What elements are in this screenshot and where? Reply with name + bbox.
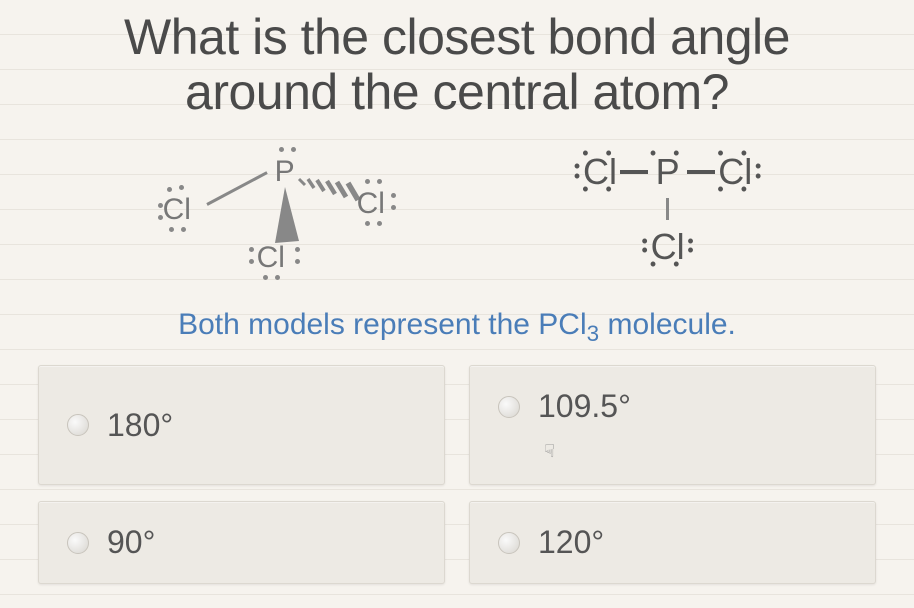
radio-icon <box>67 532 89 554</box>
bond-line <box>620 170 648 174</box>
radio-icon <box>67 414 89 436</box>
lonepair-dot <box>279 147 284 152</box>
answer-text-d: 120° <box>538 524 604 561</box>
lewis-top-row: •• • • Cl • • • • P • • • • Cl <box>572 148 763 195</box>
lonepair-dot <box>158 203 163 208</box>
atom-cl-front: Cl <box>257 241 285 275</box>
answer-option-b[interactable]: 109.5° ☟ <box>469 365 876 485</box>
lonepair-dot <box>295 247 300 252</box>
lonepair-dot <box>365 179 370 184</box>
answer-text-b: 109.5° <box>538 388 631 425</box>
answer-option-c[interactable]: 90° <box>38 501 445 584</box>
atom-cl-lewis-bottom: • • Cl • • <box>650 223 686 270</box>
bond-line <box>206 171 267 206</box>
lonepair-dot <box>291 147 296 152</box>
molecule-diagrams: P Cl Cl <box>30 130 884 300</box>
lonepair-dot <box>169 227 174 232</box>
lonepair-dot <box>249 247 254 252</box>
lonepair-dot <box>295 259 300 264</box>
lonepair-right: •• <box>755 162 761 182</box>
lonepair-left: •• <box>574 162 580 182</box>
lonepair-dot <box>377 221 382 226</box>
radio-icon <box>498 396 520 418</box>
lonepair-dot <box>179 185 184 190</box>
bond-line <box>666 198 669 220</box>
answer-text-c: 90° <box>107 524 155 561</box>
lewis-bottom-row: •• • • Cl • • •• <box>640 223 696 270</box>
answer-option-d[interactable]: 120° <box>469 501 876 584</box>
caption-suffix: molecule. <box>599 308 736 341</box>
pcl3-3d-model: P Cl Cl <box>151 135 411 295</box>
lonepair-dot <box>391 205 396 210</box>
lonepair-dot <box>365 221 370 226</box>
lonepair-right: •• <box>687 237 693 257</box>
worksheet-paper: What is the closest bond angle around th… <box>0 0 914 608</box>
diagram-caption: Both models represent the PCl3 molecule. <box>30 308 884 347</box>
lonepair-dot <box>158 215 163 220</box>
question-text: What is the closest bond angle around th… <box>30 10 884 120</box>
answer-text-a: 180° <box>107 407 173 444</box>
lonepair-dot <box>181 227 186 232</box>
caption-subscript: 3 <box>587 321 600 346</box>
lonepair-dot <box>377 179 382 184</box>
atom-p: P <box>275 155 295 189</box>
answer-option-a[interactable]: 180° <box>38 365 445 485</box>
answer-grid: 180° 109.5° ☟ 90° 120° <box>30 365 884 584</box>
bond-line <box>687 170 715 174</box>
lonepair-dot <box>275 275 280 280</box>
lonepair-left: •• <box>642 237 648 257</box>
atom-p-lewis: • • P • • <box>650 148 686 195</box>
radio-icon <box>498 532 520 554</box>
lonepair-dot <box>391 193 396 198</box>
lonepair-dot <box>167 187 172 192</box>
caption-prefix: Both models represent the PCl <box>178 308 587 341</box>
lonepair-dot <box>263 275 268 280</box>
question-line-1: What is the closest bond angle <box>124 9 790 65</box>
lonepair-dot <box>249 259 254 264</box>
atom-cl-back: Cl <box>357 187 385 221</box>
atom-cl-lewis-right: • • Cl • • <box>717 148 753 195</box>
pcl3-lewis-structure: •• • • Cl • • • • P • • • • Cl <box>572 148 763 270</box>
atom-cl-left: Cl <box>163 193 191 227</box>
cursor-hand-icon: ☟ <box>544 441 847 462</box>
atom-cl-lewis-left: • • Cl • • <box>582 148 618 195</box>
question-line-2: around the central atom? <box>185 64 729 120</box>
